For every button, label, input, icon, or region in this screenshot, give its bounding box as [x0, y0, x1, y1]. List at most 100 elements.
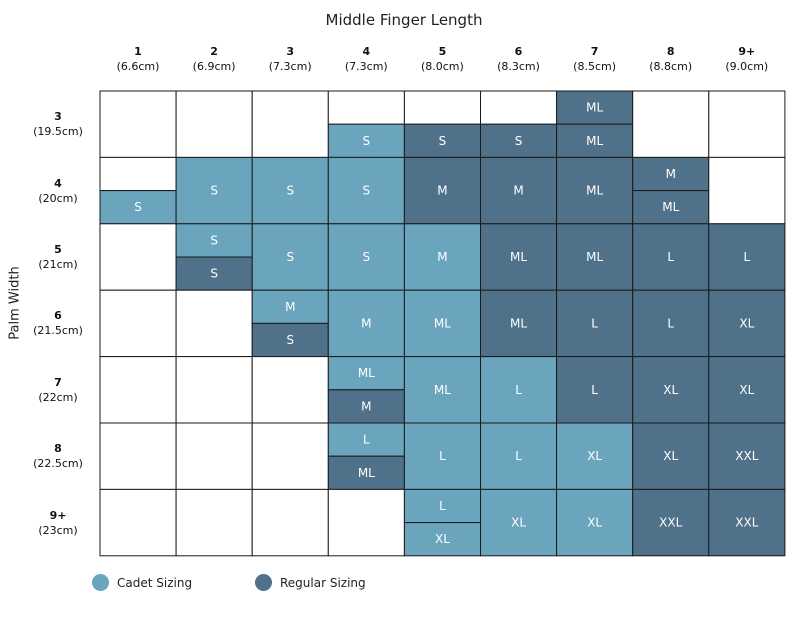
size-label: L: [439, 499, 446, 513]
size-label: S: [363, 184, 371, 198]
row-size: (22.5cm): [33, 457, 83, 471]
row-number: 7: [54, 375, 62, 389]
row-size: (19.5cm): [33, 125, 83, 139]
grid-cell-regular: [708, 356, 786, 424]
column-header: 3 (7.3cm): [252, 44, 328, 74]
size-label: XL: [511, 516, 526, 530]
legend-label-regular: Regular Sizing: [280, 575, 366, 590]
grid-cell-regular: [708, 223, 786, 291]
size-label: L: [515, 383, 522, 397]
grid-cell-empty: [175, 289, 253, 358]
row-number: 4: [54, 176, 62, 190]
size-label: ML: [510, 250, 527, 264]
size-label: ML: [510, 316, 527, 330]
grid-cell-cadet: [480, 422, 558, 490]
size-label: ML: [586, 184, 603, 198]
grid-cell-empty: [327, 90, 405, 125]
column-number: 6: [514, 45, 523, 58]
size-label: M: [437, 250, 447, 264]
grid-cell-regular: [632, 190, 710, 225]
size-label: XXL: [659, 516, 682, 530]
column-size: (8.3cm): [497, 60, 540, 73]
grid-cell-cadet: [327, 289, 405, 358]
grid-cell-empty: [175, 488, 253, 557]
grid-cell-cadet: [175, 156, 253, 225]
size-label: XL: [739, 316, 754, 330]
row-number: 9+: [49, 508, 67, 522]
row-header: 6 (21.5cm): [18, 308, 98, 338]
column-size: (8.0cm): [420, 60, 464, 73]
grid-cell-empty: [175, 90, 253, 158]
grid-cell-regular: [480, 289, 558, 358]
row-number: 5: [54, 243, 62, 256]
size-label: L: [591, 383, 598, 397]
grid-cell-empty: [99, 223, 177, 291]
column-header: 4 (7.3cm): [328, 44, 404, 74]
column-size: (6.6cm): [116, 60, 160, 73]
size-label: S: [286, 333, 294, 347]
grid-cell-empty: [99, 422, 177, 490]
grid-cell-empty: [99, 289, 177, 358]
size-label: ML: [586, 134, 603, 148]
size-label: XL: [663, 383, 678, 397]
size-label: ML: [434, 316, 451, 330]
grid-cell-cadet: [403, 488, 481, 524]
grid-cell-empty: [708, 156, 786, 225]
size-label: S: [210, 233, 218, 247]
size-label: S: [439, 134, 447, 148]
size-label: XL: [435, 532, 450, 546]
column-number: 5: [438, 45, 447, 58]
column-size: (8.5cm): [573, 60, 617, 73]
grid-cell-cadet: [251, 289, 329, 324]
column-header: 2 (6.9cm): [176, 44, 252, 74]
grid-cell-regular: [632, 488, 710, 557]
grid-cell-empty: [99, 488, 177, 557]
grid-cell-regular: [556, 289, 634, 358]
grid-cell-regular: [480, 156, 558, 225]
grid-cell-regular: [480, 223, 558, 291]
column-number: 3: [286, 45, 295, 58]
row-header: 9+ (23cm): [18, 508, 98, 538]
row-header: 3 (19.5cm): [18, 109, 98, 139]
grid-cell-regular: [708, 488, 786, 557]
grid-cell-cadet: [403, 289, 481, 358]
column-header: 7 (8.5cm): [557, 44, 633, 74]
column-number: 4: [362, 45, 371, 58]
size-label: M: [513, 184, 523, 198]
grid-cell-empty: [99, 356, 177, 424]
regular-swatch-icon: [255, 574, 272, 591]
size-label: ML: [662, 200, 679, 214]
column-size: (7.3cm): [268, 60, 312, 73]
column-number: 8: [666, 45, 675, 58]
size-label: XL: [739, 383, 754, 397]
size-label: L: [667, 250, 674, 264]
legend-item-regular: Regular Sizing: [255, 574, 366, 591]
size-label: XL: [587, 449, 602, 463]
row-number: 6: [54, 309, 62, 323]
grid-cell-empty: [708, 90, 786, 158]
grid-cell-regular: [327, 389, 405, 424]
size-label: ML: [358, 466, 375, 480]
row-header: 4 (20cm): [18, 176, 98, 206]
grid-cell-empty: [251, 422, 329, 490]
grid-cell-regular: [403, 156, 481, 225]
row-size: (22cm): [38, 390, 78, 404]
size-label: L: [439, 449, 446, 463]
size-label: L: [744, 250, 751, 264]
size-label: M: [437, 184, 447, 198]
size-label: S: [210, 267, 218, 281]
grid-cell-regular: [556, 356, 634, 424]
grid-cell-empty: [175, 422, 253, 490]
column-size: (8.8cm): [649, 60, 693, 73]
grid-cell-empty: [251, 488, 329, 557]
size-label: S: [515, 134, 523, 148]
row-number: 8: [54, 442, 62, 456]
column-size: (7.3cm): [344, 60, 388, 73]
size-label: ML: [358, 366, 375, 380]
grid-cell-cadet: [403, 356, 481, 424]
row-number: 3: [54, 110, 62, 124]
grid-cell-regular: [632, 422, 710, 490]
size-label: ML: [586, 250, 603, 264]
column-size: (9.0cm): [725, 60, 769, 73]
